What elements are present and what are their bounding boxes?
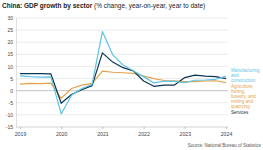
y-tick: -10 — [6, 112, 16, 118]
source: Source: National Bureau of Statistics — [188, 143, 262, 148]
grid-line — [16, 127, 228, 128]
chart: China: GDP growth by sector (% change, y… — [0, 0, 263, 150]
y-tick-label: 20 — [7, 39, 13, 45]
grid-line — [16, 102, 228, 103]
y-tick-label: -15 — [6, 124, 13, 130]
lines — [20, 32, 226, 114]
x-tick-mark — [144, 127, 145, 129]
y-tick-label: 5 — [10, 76, 13, 82]
subtitle: (% change, year-on-year, year to date) — [92, 2, 205, 10]
x-tick-label: 2024 — [221, 131, 233, 137]
x-tick: 2020 — [56, 127, 68, 137]
title: China: GDP growth by sector — [2, 2, 93, 10]
legend-label: Services — [231, 110, 249, 115]
y-tick-label: 15 — [7, 51, 13, 57]
y-tick: 30 — [7, 15, 16, 21]
grid — [16, 18, 228, 127]
x-tick-mark — [185, 127, 186, 129]
y-tick-label: -10 — [6, 112, 13, 118]
grid-line — [16, 18, 228, 19]
y-axis: -15 -10 -5 0 5 10 15 20 25 30 — [6, 15, 17, 130]
y-tick-label: -5 — [9, 100, 14, 106]
y-tick: -15 — [6, 124, 16, 130]
y-tick: 25 — [7, 27, 16, 33]
y-tick: 20 — [7, 39, 16, 45]
y-tick-label: 25 — [7, 27, 13, 33]
grid-line — [16, 90, 228, 91]
y-tick: -5 — [9, 100, 16, 106]
x-tick-label: 2023 — [180, 131, 192, 137]
x-tick-label: 2021 — [97, 131, 109, 137]
x-tick-label: 2020 — [56, 131, 68, 137]
title-line: China: GDP growth by sector (% change, y… — [2, 2, 205, 10]
y-tick-label: 30 — [7, 15, 13, 21]
x-tick: 2023 — [180, 127, 192, 137]
x-tick-mark — [102, 127, 103, 129]
x-tick: 2024 — [221, 127, 233, 137]
x-tick-mark — [20, 127, 21, 129]
grid-line — [16, 78, 228, 79]
x-axis: 2019 2020 2021 2022 2023 2024 — [15, 127, 233, 137]
y-tick: 15 — [7, 51, 16, 57]
legend-label: Manufacturingandconstruction — [231, 68, 260, 83]
y-axis-line — [16, 19, 17, 128]
x-tick-mark — [61, 127, 62, 129]
x-tick: 2019 — [15, 127, 27, 137]
x-tick-mark — [226, 127, 227, 129]
grid-line — [16, 54, 228, 55]
x-tick: 2022 — [138, 127, 150, 137]
y-tick-label: 0 — [10, 88, 13, 94]
grid-line — [16, 114, 228, 115]
x-tick-label: 2022 — [138, 131, 150, 137]
x-tick: 2021 — [97, 127, 109, 137]
y-tick: 5 — [10, 76, 16, 82]
legend-label: Agriculture,fishing,forestry, andmining … — [231, 84, 256, 109]
y-tick-label: 10 — [7, 64, 13, 70]
grid-line — [16, 30, 228, 31]
y-tick: 0 — [10, 88, 16, 94]
series-line — [20, 32, 226, 114]
x-axis-line — [16, 127, 228, 128]
y-tick: 10 — [7, 64, 16, 70]
grid-line — [16, 42, 228, 43]
x-tick-label: 2019 — [15, 131, 27, 137]
